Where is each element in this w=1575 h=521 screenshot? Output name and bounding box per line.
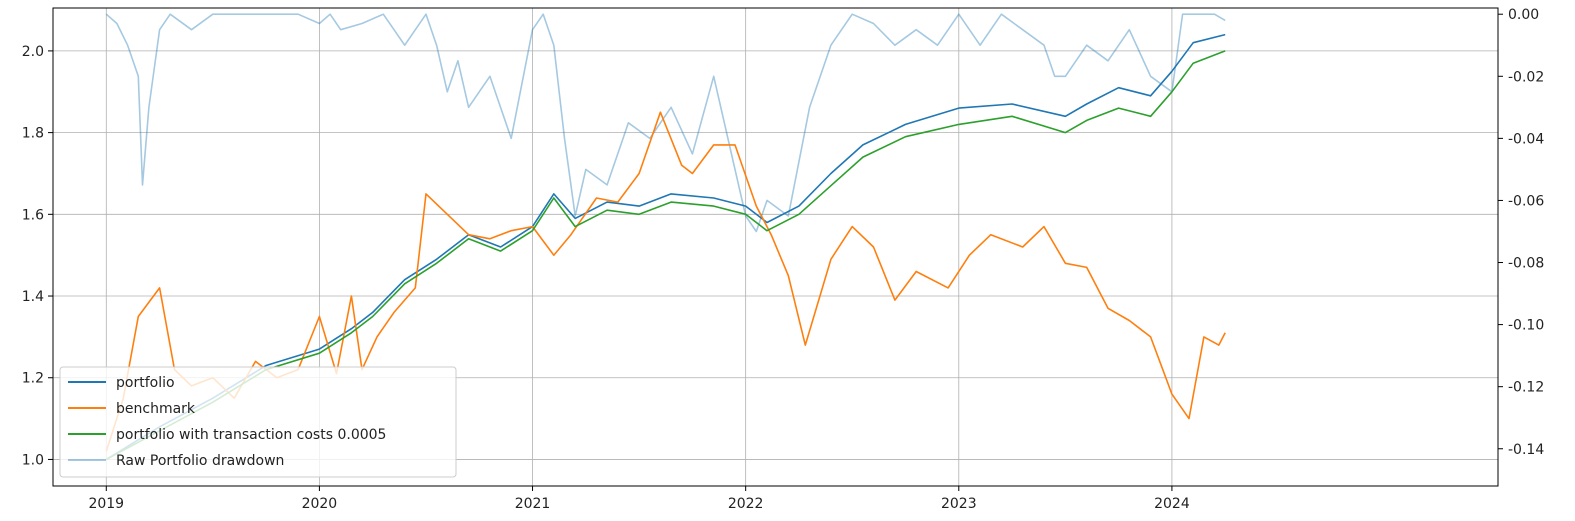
x-tick-label: 2023 bbox=[941, 496, 977, 512]
y-right-tick-label: -0.04 bbox=[1508, 131, 1544, 147]
legend-box bbox=[59, 366, 457, 478]
y-right-tick-label: -0.08 bbox=[1508, 256, 1544, 272]
y-right-tick-label: -0.06 bbox=[1508, 193, 1544, 209]
y-left-tick-label: 1.6 bbox=[22, 207, 44, 223]
x-tick-label: 2020 bbox=[302, 496, 338, 512]
y-left-tick-label: 2.0 bbox=[22, 44, 44, 60]
legend-label: portfolio bbox=[116, 375, 175, 391]
x-tick-label: 2022 bbox=[728, 496, 764, 512]
legend-label: portfolio with transaction costs 0.0005 bbox=[116, 427, 386, 443]
y-left-tick-label: 1.8 bbox=[22, 126, 44, 142]
x-axis: 2019 2020 2021 2022 2023 2024 bbox=[88, 486, 1190, 512]
series-line-raw-portfolio-drawdown bbox=[105, 13, 1226, 233]
series-line-portfolio bbox=[105, 33, 1226, 461]
y-left-tick-label: 1.0 bbox=[22, 452, 44, 468]
x-tick-label: 2024 bbox=[1154, 496, 1190, 512]
y-left-tick-label: 1.4 bbox=[22, 289, 44, 305]
y-right-tick-label: -0.02 bbox=[1508, 69, 1544, 85]
y-left-tick-label: 1.2 bbox=[22, 371, 44, 387]
legend-label: benchmark bbox=[116, 401, 196, 417]
x-tick-label: 2021 bbox=[515, 496, 551, 512]
series-layer bbox=[105, 13, 1226, 461]
legend: portfolio benchmark portfolio with transac… bbox=[59, 366, 457, 478]
x-tick-label: 2019 bbox=[88, 496, 124, 512]
y-right-tick-label: -0.10 bbox=[1508, 318, 1544, 334]
series-line-portfolio-with-transaction-costs-0-0005 bbox=[105, 50, 1226, 461]
legend-label: Raw Portfolio drawdown bbox=[116, 453, 284, 469]
y-right-tick-label: -0.12 bbox=[1508, 380, 1544, 396]
y-right-tick-label: -0.14 bbox=[1508, 442, 1544, 458]
y-axis-left: 1.0 1.2 1.4 1.6 1.8 2.0 bbox=[22, 44, 53, 468]
plot-frame bbox=[52, 7, 1499, 487]
y-axis-right: 0.00 -0.02 -0.04 -0.06 -0.08 -0.10 -0.12 -0.14 bbox=[1498, 7, 1544, 458]
y-right-tick-label: 0.00 bbox=[1508, 7, 1539, 23]
